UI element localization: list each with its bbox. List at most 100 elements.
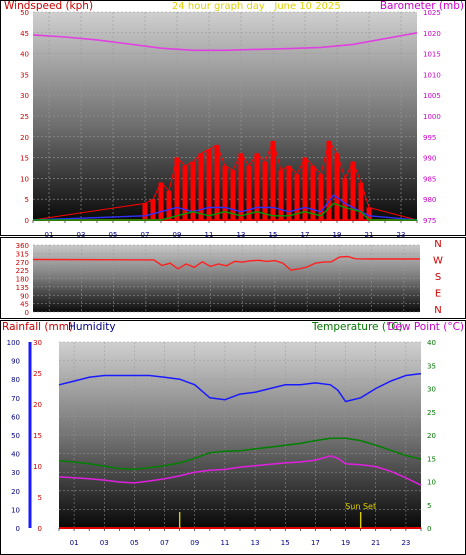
wind-axis-label: Windspeed (kph) bbox=[4, 0, 93, 12]
y-tick-label: 225 bbox=[16, 267, 29, 275]
x-tick-label: 21 bbox=[371, 539, 380, 547]
rain-tick-label: 10 bbox=[33, 463, 42, 471]
x-tick-label: 07 bbox=[160, 539, 169, 547]
humidity-tick-label: 80 bbox=[11, 376, 20, 384]
x-tick-label: 03 bbox=[100, 539, 109, 547]
humidity-tick-label: 90 bbox=[11, 358, 20, 366]
x-tick-label: 09 bbox=[190, 539, 199, 547]
sunset-label: Sun Set bbox=[345, 502, 376, 511]
y2-tick-label: 1020 bbox=[423, 30, 441, 38]
y-tick-label: 15 bbox=[20, 155, 29, 163]
y-tick-label: 90 bbox=[20, 292, 29, 300]
rain-tick-label: 5 bbox=[38, 494, 42, 502]
temp-series: Sun Set bbox=[58, 372, 422, 529]
x-tick-label: 19 bbox=[341, 539, 350, 547]
y-tick-label: 315 bbox=[16, 250, 29, 258]
temp-tick-label: 20 bbox=[427, 432, 436, 440]
x-tick-label: 09 bbox=[173, 231, 182, 239]
humidity-tick-label: 60 bbox=[11, 413, 20, 421]
barometer-axis-label: Barometer (mb) bbox=[380, 0, 464, 12]
humidity-tick-label: 30 bbox=[11, 469, 20, 477]
y-tick-label: 20 bbox=[20, 134, 29, 142]
temp-tick-labels: 0102030405060708090100051015202530051015… bbox=[7, 339, 436, 547]
y2-tick-label: 990 bbox=[423, 155, 436, 163]
y-tick-label: 0 bbox=[25, 217, 29, 225]
y2-tick-label: 1015 bbox=[423, 51, 441, 59]
compass-label: E bbox=[435, 289, 441, 300]
y-tick-label: 10 bbox=[20, 175, 29, 183]
humidity-tick-label: 0 bbox=[16, 525, 20, 533]
y-tick-label: 40 bbox=[20, 51, 29, 59]
compass-label: S bbox=[435, 272, 441, 283]
x-tick-label: 01 bbox=[45, 231, 54, 239]
temp-tick-label: 35 bbox=[427, 362, 436, 370]
temp-tick-label: 0 bbox=[427, 525, 431, 533]
temp-tick-label: 30 bbox=[427, 386, 436, 394]
x-tick-label: 07 bbox=[141, 231, 150, 239]
y2-tick-label: 980 bbox=[423, 196, 436, 204]
y2-tick-label: 975 bbox=[423, 217, 436, 225]
humidity-tick-label: 20 bbox=[11, 488, 20, 496]
rain-tick-label: 25 bbox=[33, 370, 42, 378]
y-tick-label: 0 bbox=[25, 309, 29, 317]
humidity-line bbox=[58, 372, 422, 403]
x-tick-label: 13 bbox=[237, 231, 246, 239]
temp-tick-label: 25 bbox=[427, 409, 436, 417]
direction-line bbox=[32, 255, 420, 271]
y-tick-label: 5 bbox=[25, 196, 29, 204]
y-tick-label: 30 bbox=[20, 92, 29, 100]
gust-bars bbox=[142, 141, 372, 220]
x-tick-label: 15 bbox=[281, 539, 290, 547]
temp-tick-label: 10 bbox=[427, 479, 436, 487]
y-tick-label: 50 bbox=[20, 9, 29, 17]
rainfall-axis-label: Rainfall (mm) bbox=[2, 321, 73, 333]
humidity-tick-label: 50 bbox=[11, 432, 20, 440]
y-tick-label: 35 bbox=[20, 71, 29, 79]
temp-grid bbox=[28, 341, 422, 531]
wind-line bbox=[32, 194, 418, 221]
chart-title: 24 hour graph day June 10 2025 bbox=[172, 1, 341, 12]
humidity-tick-label: 70 bbox=[11, 395, 20, 403]
rain-tick-label: 0 bbox=[38, 525, 42, 533]
x-tick-label: 05 bbox=[130, 539, 139, 547]
humidity-axis-label: Humidity bbox=[68, 321, 116, 333]
y2-tick-label: 1000 bbox=[423, 113, 441, 121]
x-tick-label: 13 bbox=[251, 539, 260, 547]
temp-tick-label: 40 bbox=[427, 339, 436, 347]
x-tick-label: 05 bbox=[109, 231, 118, 239]
y2-tick-label: 1025 bbox=[423, 9, 441, 17]
temp-tick-label: 15 bbox=[427, 455, 436, 463]
x-tick-label: 01 bbox=[70, 539, 79, 547]
temperature-axis-label: Temperature (°C) bbox=[311, 321, 403, 333]
y-tick-label: 270 bbox=[16, 259, 29, 267]
temp-tick-label: 5 bbox=[427, 502, 431, 510]
dewpoint-line bbox=[58, 455, 422, 486]
wind-line bbox=[33, 202, 417, 221]
wind-tick-labels: 0510152025303540455097598098599099510001… bbox=[20, 9, 441, 239]
barometer-line bbox=[32, 32, 418, 52]
y2-tick-label: 985 bbox=[423, 175, 436, 183]
x-tick-label: 21 bbox=[365, 231, 374, 239]
wind-series bbox=[32, 32, 418, 221]
humidity-tick-label: 10 bbox=[11, 506, 20, 514]
humidity-tick-label: 40 bbox=[11, 451, 20, 459]
x-tick-label: 11 bbox=[220, 539, 229, 547]
humidity-tick-label: 100 bbox=[7, 339, 20, 347]
y2-tick-label: 995 bbox=[423, 134, 436, 142]
compass-label: N bbox=[434, 239, 441, 250]
y-tick-label: 180 bbox=[16, 276, 29, 284]
x-tick-label: 03 bbox=[77, 231, 86, 239]
dewpoint-axis-label: Dew Point (°C) bbox=[387, 321, 464, 333]
direction-series bbox=[32, 255, 420, 271]
y-tick-label: 45 bbox=[20, 30, 29, 38]
y-tick-label: 360 bbox=[16, 242, 29, 250]
rain-tick-label: 15 bbox=[33, 432, 42, 440]
y-tick-label: 25 bbox=[20, 113, 29, 121]
x-tick-label: 23 bbox=[401, 539, 410, 547]
x-tick-label: 11 bbox=[205, 231, 214, 239]
rain-tick-label: 20 bbox=[33, 401, 42, 409]
y-tick-label: 135 bbox=[16, 284, 29, 292]
x-tick-label: 17 bbox=[311, 539, 320, 547]
compass-label: W bbox=[433, 256, 443, 267]
